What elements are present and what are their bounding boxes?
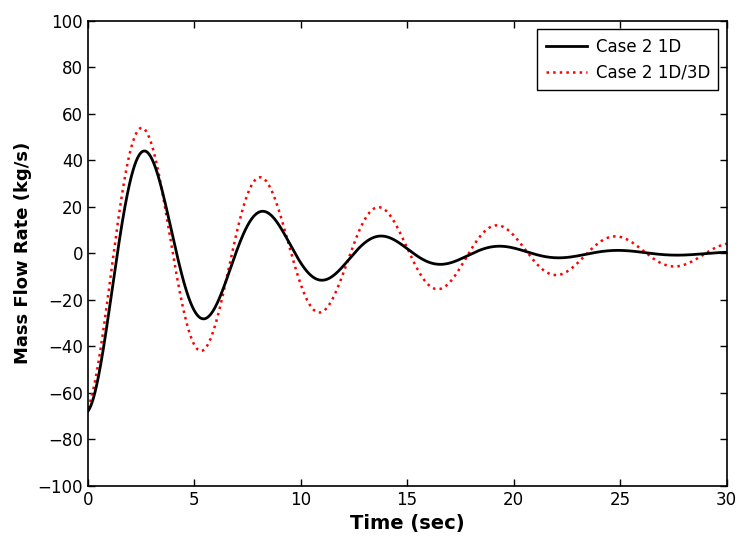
Line: Case 2 1D: Case 2 1D <box>88 151 726 411</box>
Case 2 1D <box>560 254 569 261</box>
Case 2 1D/3D <box>466 246 475 253</box>
Line: Case 2 1D/3D: Case 2 1D/3D <box>88 128 726 408</box>
Case 2 1D <box>140 148 149 154</box>
Case 2 1D/3D <box>200 346 209 353</box>
Legend: Case 2 1D, Case 2 1D/3D: Case 2 1D, Case 2 1D/3D <box>537 29 718 90</box>
Case 2 1D <box>722 249 731 255</box>
Case 2 1D <box>608 247 617 254</box>
Case 2 1D <box>499 243 508 249</box>
Case 2 1D/3D <box>327 296 336 303</box>
Case 2 1D/3D <box>608 233 617 240</box>
Case 2 1D/3D <box>499 224 508 230</box>
Case 2 1D <box>200 316 209 322</box>
Case 2 1D <box>83 408 92 415</box>
Y-axis label: Mass Flow Rate (kg/s): Mass Flow Rate (kg/s) <box>14 142 32 364</box>
Case 2 1D/3D <box>722 241 731 247</box>
Case 2 1D <box>466 251 475 257</box>
Case 2 1D/3D <box>137 125 146 131</box>
Case 2 1D/3D <box>560 270 569 276</box>
X-axis label: Time (sec): Time (sec) <box>350 514 464 533</box>
Case 2 1D/3D <box>83 405 92 411</box>
Case 2 1D <box>327 274 336 280</box>
